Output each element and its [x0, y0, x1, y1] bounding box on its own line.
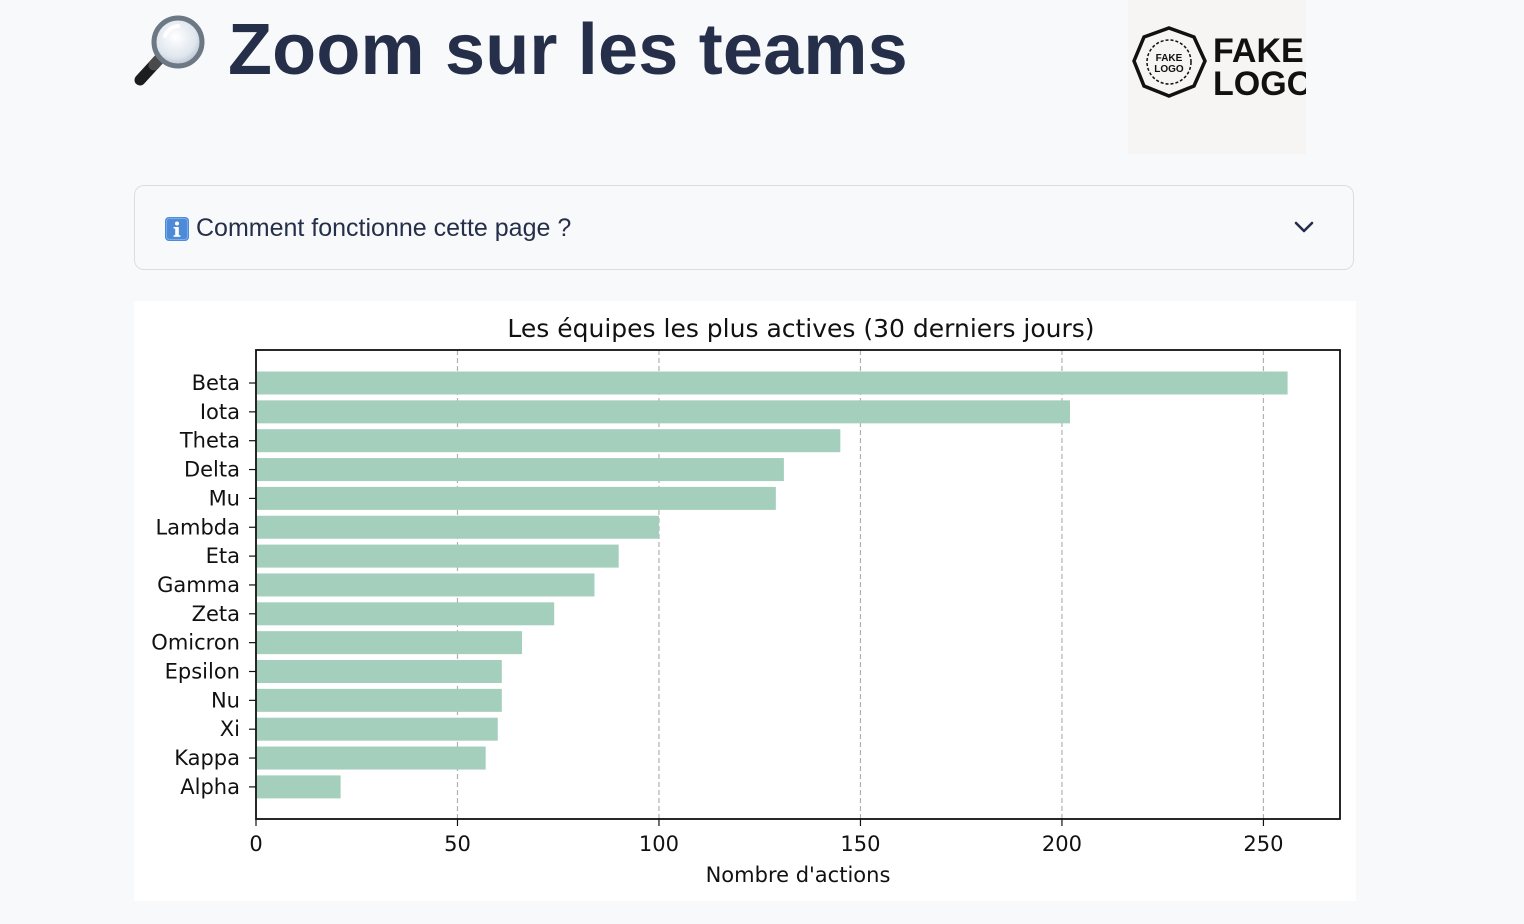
- bar-iota: [257, 400, 1071, 424]
- bar-kappa: [257, 746, 486, 770]
- bar-gamma: [257, 573, 595, 597]
- y-tick-label: Beta: [192, 371, 240, 395]
- how-it-works-expander[interactable]: Comment fonctionne cette page ?: [134, 185, 1354, 270]
- page-title-text: Zoom sur les teams: [228, 10, 908, 90]
- y-tick-label: Gamma: [157, 573, 240, 597]
- chart-title: Les équipes les plus actives (30 dernier…: [507, 314, 1094, 343]
- y-tick-label: Mu: [209, 486, 240, 510]
- logo-badge-line2: LOGO: [1154, 64, 1184, 75]
- y-tick-label: Kappa: [174, 746, 240, 770]
- x-tick-label: 250: [1243, 832, 1283, 856]
- bar-chart: Beta Iota Theta Delta Mu Lambda Eta Gamma Zeta Om…: [151, 314, 1341, 887]
- bar-nu: [257, 688, 502, 712]
- chevron-down-icon[interactable]: [1293, 218, 1315, 236]
- x-tick-label: 50: [444, 832, 471, 856]
- info-icon: [165, 217, 189, 241]
- x-tick-label: 150: [840, 832, 880, 856]
- x-tick-label: 0: [249, 832, 262, 856]
- chart-panel: Beta Iota Theta Delta Mu Lambda Eta Gamma Zeta Om…: [134, 301, 1356, 901]
- company-logo: FAKE LOGO FAKE LOGO: [1128, 0, 1306, 154]
- logo-text-line2: LOGO: [1213, 65, 1306, 103]
- y-tick-label: Omicron: [151, 631, 240, 655]
- bar-xi: [257, 717, 498, 741]
- magnifying-glass-icon: [132, 14, 210, 86]
- logo-text-line1: FAKE: [1213, 32, 1304, 70]
- y-tick-label: Zeta: [192, 602, 240, 626]
- plot-frame: [255, 349, 1341, 820]
- y-tick-label: Xi: [220, 717, 240, 741]
- bar-omicron: [257, 631, 522, 655]
- x-tick-label: 100: [639, 832, 679, 856]
- bar-mu: [257, 486, 776, 510]
- y-tick-label: Theta: [179, 429, 240, 453]
- bar-eta: [257, 544, 619, 568]
- bar-lambda: [257, 515, 659, 539]
- bar-zeta: [257, 602, 555, 626]
- y-tick-label: Alpha: [180, 775, 240, 799]
- x-axis-label: Nombre d'actions: [706, 863, 891, 887]
- expander-label: Comment fonctionne cette page ?: [196, 214, 572, 242]
- page-title: Zoom sur les teams: [132, 8, 908, 92]
- y-tick-label: Epsilon: [165, 660, 240, 684]
- bar-beta: [257, 371, 1288, 395]
- bar-epsilon: [257, 660, 502, 683]
- logo-badge-line1: FAKE: [1156, 53, 1183, 64]
- y-tick-label: Iota: [200, 400, 240, 424]
- y-tick-label: Delta: [184, 458, 240, 482]
- y-tick-label: Nu: [211, 688, 240, 712]
- bar-theta: [257, 429, 841, 453]
- x-tick-label: 200: [1042, 832, 1082, 856]
- bar-alpha: [257, 775, 341, 799]
- y-tick-label: Eta: [206, 544, 240, 568]
- bar-delta: [257, 458, 784, 482]
- y-tick-label: Lambda: [155, 515, 240, 539]
